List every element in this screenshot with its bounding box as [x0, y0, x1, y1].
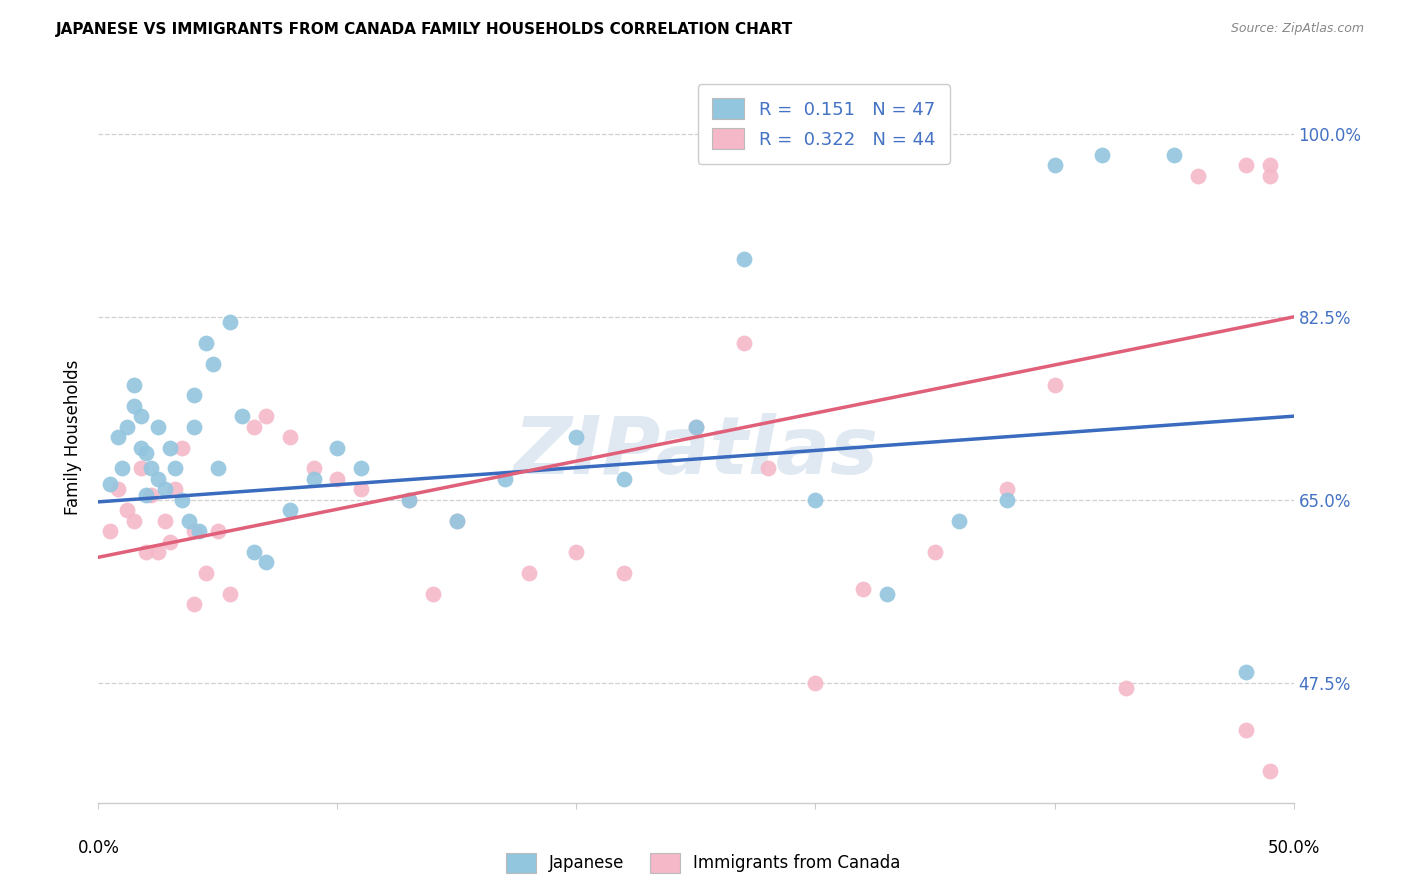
Point: [398, 492, 420, 507]
Point: [195, 336, 218, 351]
Point: [804, 492, 827, 507]
Point: [1258, 169, 1281, 183]
Point: [148, 419, 170, 434]
Text: 0.0%: 0.0%: [77, 839, 120, 857]
Point: [148, 545, 170, 559]
Point: [195, 566, 218, 580]
Point: [243, 419, 266, 434]
Point: [613, 472, 636, 486]
Point: [565, 545, 588, 559]
Point: [326, 441, 349, 455]
Point: [1163, 148, 1185, 162]
Point: [172, 492, 194, 507]
Point: [302, 461, 325, 475]
Point: [733, 252, 755, 267]
Text: Source: ZipAtlas.com: Source: ZipAtlas.com: [1230, 22, 1364, 36]
Point: [163, 461, 186, 475]
Point: [179, 514, 201, 528]
Point: [1115, 681, 1137, 695]
Point: [148, 472, 170, 486]
Point: [422, 587, 444, 601]
Point: [1258, 764, 1281, 779]
Point: [1234, 665, 1257, 680]
Point: [155, 483, 177, 497]
Point: [187, 524, 209, 538]
Point: [517, 566, 540, 580]
Point: [326, 472, 349, 486]
Point: [278, 503, 301, 517]
Point: [398, 492, 420, 507]
Point: [135, 545, 157, 559]
Point: [155, 514, 177, 528]
Point: [124, 377, 146, 392]
Point: [98, 477, 122, 491]
Point: [1043, 158, 1066, 172]
Point: [685, 419, 707, 434]
Point: [1234, 158, 1257, 172]
Point: [231, 409, 253, 424]
Point: [1187, 169, 1209, 183]
Point: [278, 430, 301, 444]
Point: [685, 419, 707, 434]
Point: [183, 597, 205, 611]
Point: [995, 483, 1018, 497]
Point: [733, 336, 755, 351]
Point: [804, 675, 827, 690]
Point: [183, 419, 205, 434]
Point: [613, 566, 636, 580]
Point: [159, 534, 181, 549]
Point: [852, 582, 875, 596]
Point: [565, 430, 588, 444]
Point: [107, 430, 129, 444]
Point: [115, 503, 138, 517]
Point: [135, 446, 157, 460]
Point: [302, 472, 325, 486]
Point: [131, 461, 153, 475]
Text: JAPANESE VS IMMIGRANTS FROM CANADA FAMILY HOUSEHOLDS CORRELATION CHART: JAPANESE VS IMMIGRANTS FROM CANADA FAMIL…: [56, 22, 793, 37]
Point: [494, 472, 516, 486]
Text: ZIPatlas: ZIPatlas: [513, 413, 879, 491]
Point: [115, 419, 138, 434]
Point: [139, 461, 162, 475]
Y-axis label: Family Households: Family Households: [65, 359, 83, 515]
Point: [756, 461, 779, 475]
Point: [124, 399, 146, 413]
Point: [219, 315, 242, 329]
Point: [1043, 377, 1066, 392]
Point: [135, 487, 157, 501]
Point: [124, 514, 146, 528]
Point: [207, 461, 229, 475]
Point: [183, 524, 205, 538]
Point: [446, 514, 468, 528]
Point: [131, 441, 153, 455]
Point: [446, 514, 468, 528]
Point: [159, 441, 181, 455]
Point: [139, 487, 162, 501]
Point: [207, 524, 229, 538]
Point: [98, 524, 122, 538]
Point: [219, 587, 242, 601]
Point: [1091, 148, 1114, 162]
Point: [995, 492, 1018, 507]
Legend: Japanese, Immigrants from Canada: Japanese, Immigrants from Canada: [499, 847, 907, 880]
Point: [924, 545, 946, 559]
Point: [107, 483, 129, 497]
Point: [254, 409, 277, 424]
Point: [350, 483, 373, 497]
Point: [172, 441, 194, 455]
Point: [202, 357, 225, 371]
Point: [254, 556, 277, 570]
Text: 50.0%: 50.0%: [1267, 839, 1320, 857]
Point: [876, 587, 898, 601]
Point: [1258, 158, 1281, 172]
Point: [163, 483, 186, 497]
Point: [948, 514, 970, 528]
Point: [1234, 723, 1257, 737]
Point: [243, 545, 266, 559]
Point: [131, 409, 153, 424]
Point: [183, 388, 205, 402]
Point: [111, 461, 134, 475]
Legend: R =  0.151   N = 47, R =  0.322   N = 44: R = 0.151 N = 47, R = 0.322 N = 44: [697, 84, 950, 163]
Point: [350, 461, 373, 475]
